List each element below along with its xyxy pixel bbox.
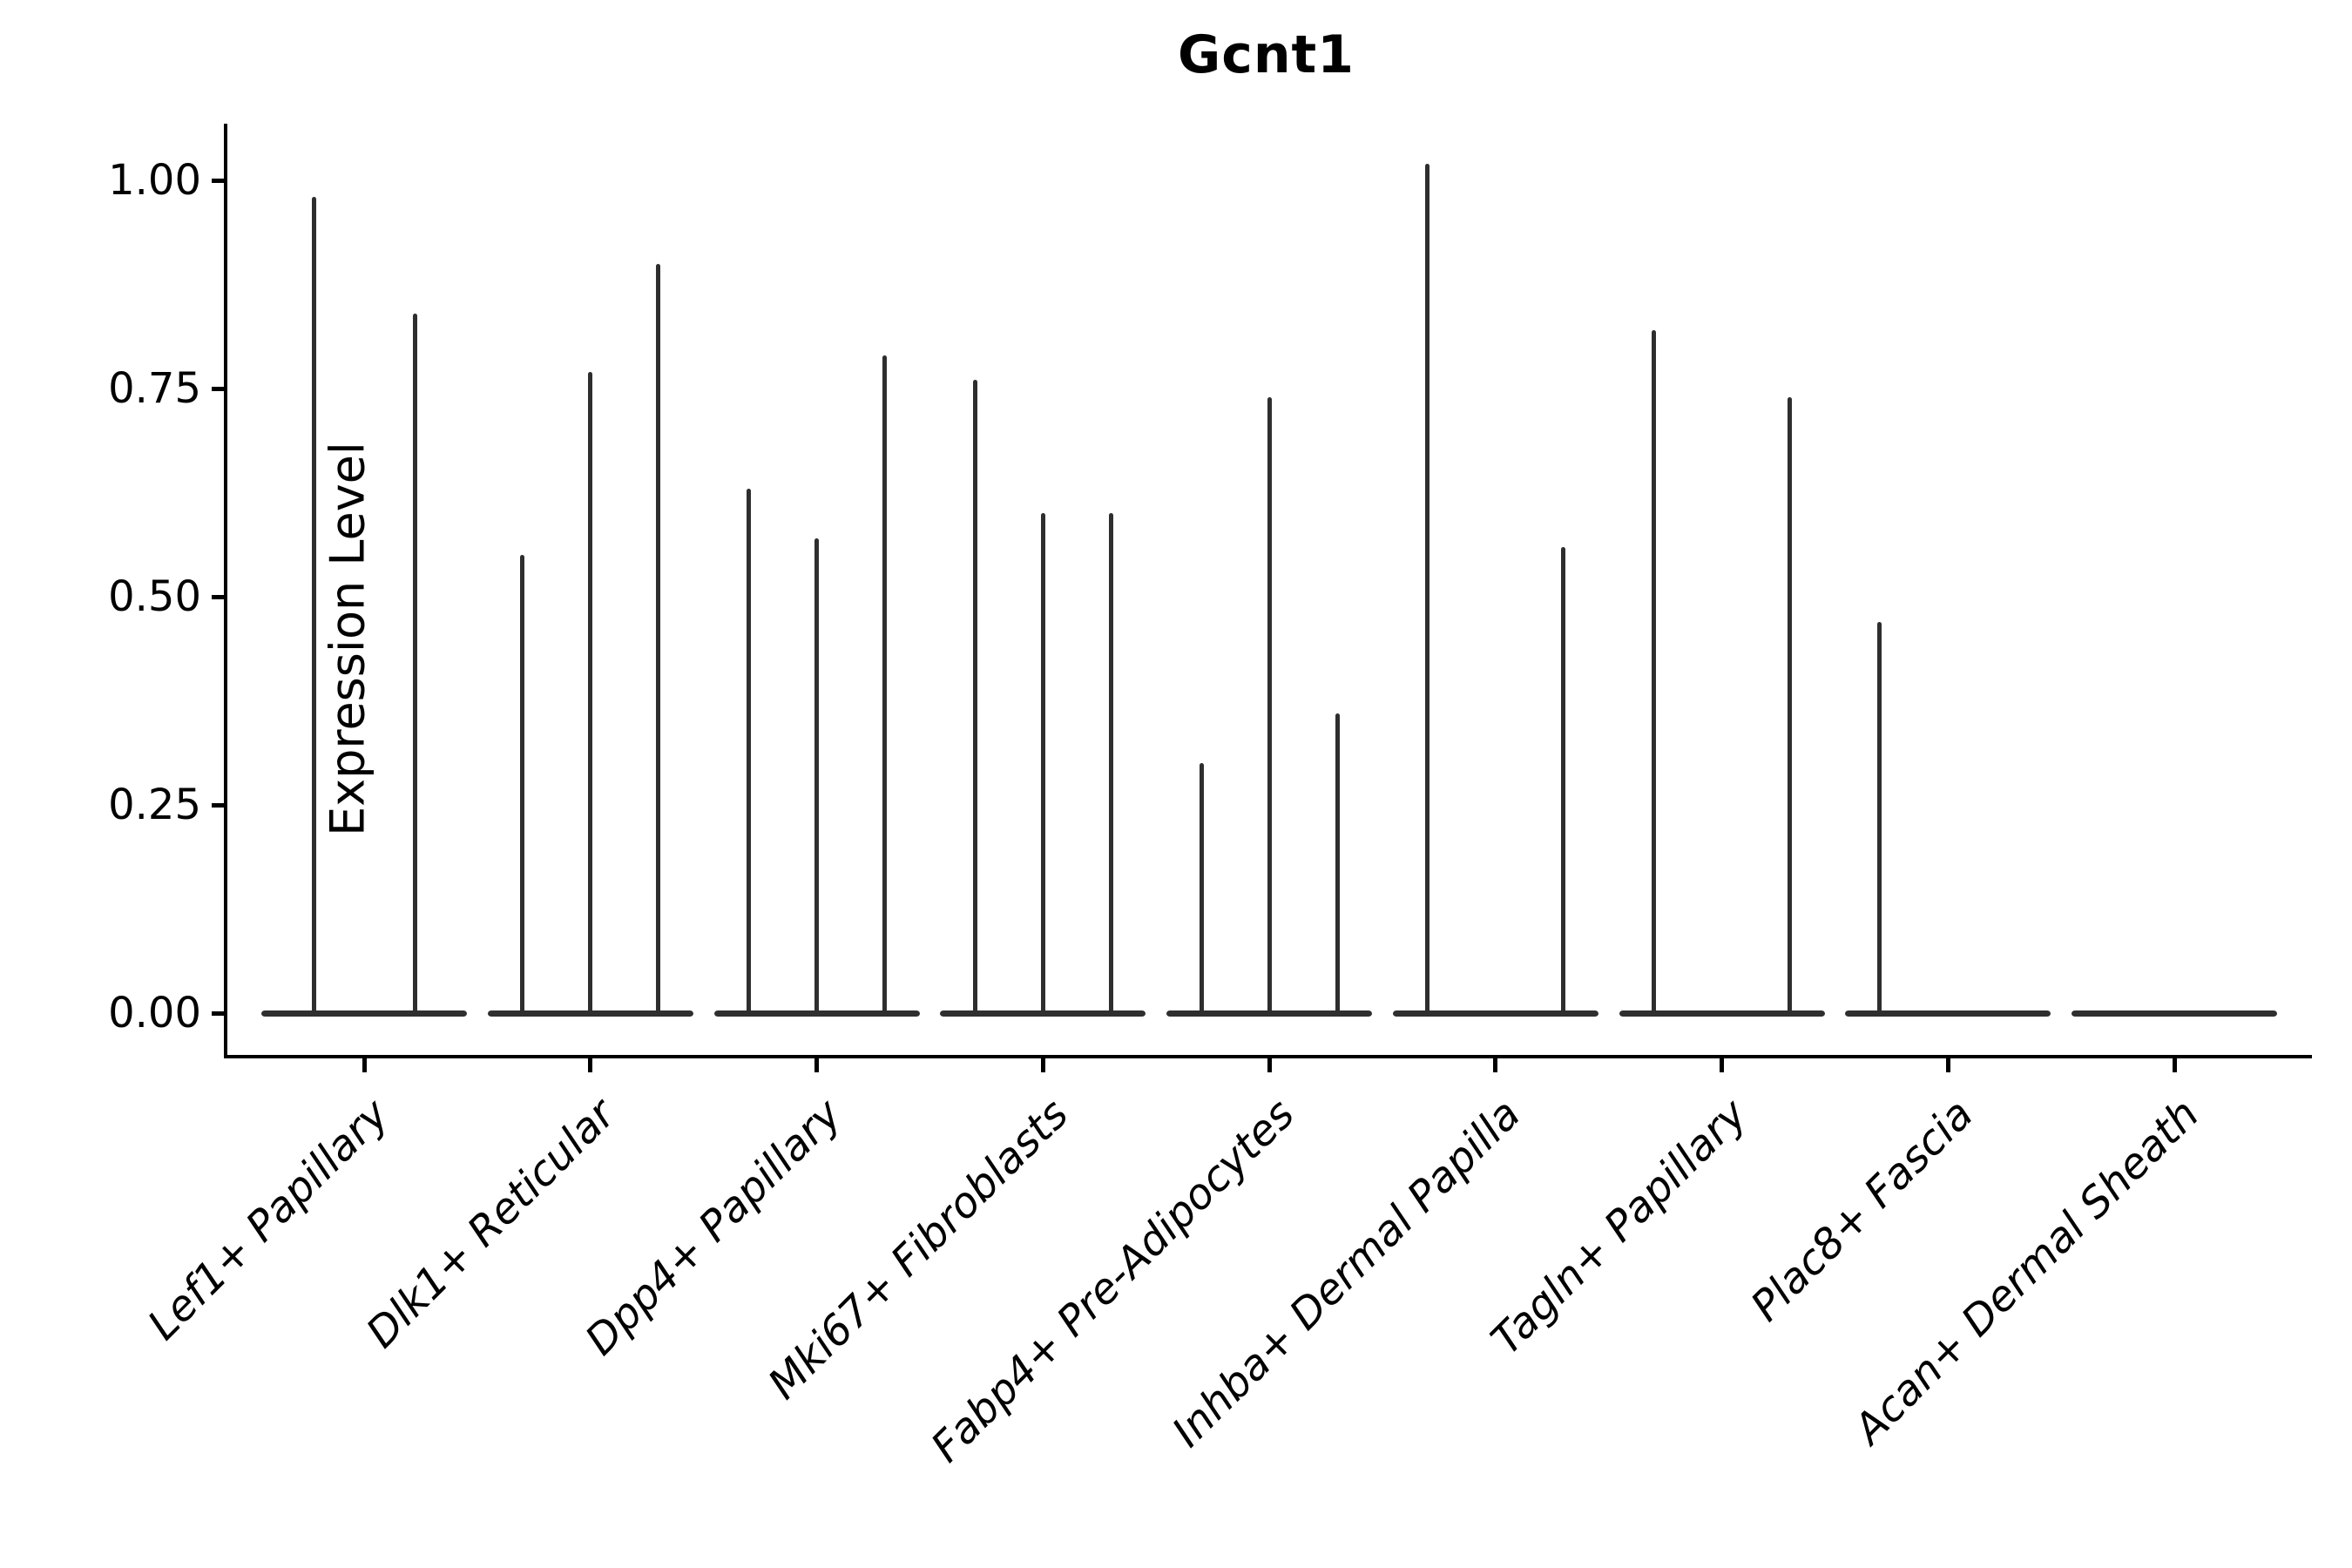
violin-baseline <box>261 1010 467 1017</box>
y-tick-mark <box>212 178 224 183</box>
violin-spike <box>412 313 417 1013</box>
violin-spike <box>1561 546 1566 1013</box>
violin-baseline <box>940 1010 1146 1017</box>
x-tick-mark <box>1267 1058 1272 1072</box>
y-axis-label: Expression Level <box>320 442 375 836</box>
x-tick-mark <box>588 1058 593 1072</box>
violin-baseline <box>2072 1010 2277 1017</box>
y-tick-label: 0.50 <box>108 572 201 621</box>
y-tick-mark <box>212 594 224 599</box>
violin-baseline <box>487 1010 693 1017</box>
violin-baseline <box>1619 1010 1825 1017</box>
x-tick-mark <box>2172 1058 2177 1072</box>
y-tick-label: 0.75 <box>108 364 201 413</box>
y-tick-mark <box>212 386 224 391</box>
violin-spike <box>1425 163 1430 1013</box>
violin-spike <box>747 488 751 1013</box>
violin-spike <box>1335 713 1340 1013</box>
violin-spike <box>1108 513 1113 1013</box>
y-tick-label: 0.25 <box>108 781 201 829</box>
violin-spike <box>1788 396 1792 1013</box>
violin-spike <box>1652 330 1656 1013</box>
x-category-label: Lef1+ Papillary <box>139 1090 399 1350</box>
violin-spike <box>1267 396 1272 1013</box>
violin-spike <box>972 380 977 1013</box>
violin-baseline <box>1392 1010 1598 1017</box>
y-tick-mark <box>212 802 224 808</box>
violin-spike <box>1876 621 1882 1013</box>
y-tick-label: 1.00 <box>108 156 201 205</box>
violin-spike <box>882 355 887 1013</box>
violin-spike <box>1040 513 1045 1013</box>
violin-spike <box>1199 763 1204 1013</box>
x-tick-mark <box>362 1058 367 1072</box>
violin-baseline <box>1166 1010 1372 1017</box>
x-tick-mark <box>1493 1058 1498 1072</box>
y-tick-mark <box>212 1010 224 1016</box>
violin-spike <box>814 538 819 1013</box>
x-category-label: Fabp4+ Pre-Adipocytes <box>922 1090 1304 1472</box>
x-tick-mark <box>814 1058 819 1072</box>
x-category-label: Plac8+ Fascia <box>1741 1090 1983 1331</box>
violin-baseline <box>713 1010 920 1017</box>
x-tick-mark <box>1040 1058 1045 1072</box>
x-tick-mark <box>1945 1058 1950 1072</box>
violin-spike <box>520 555 525 1013</box>
violin-baseline <box>1845 1010 2051 1017</box>
violin-spike <box>656 263 661 1013</box>
plot-area: Expression Level 0.00 0.25 0.50 0.75 1.00 Lef… <box>108 124 2312 1472</box>
y-tick-label: 0.00 <box>108 989 201 1037</box>
x-category-label: Dlk1+ Reticular <box>357 1090 625 1358</box>
x-tick-mark <box>1720 1058 1724 1072</box>
chart-title: Gcnt1 <box>1178 24 1355 85</box>
violin-spike <box>588 371 593 1013</box>
violin-spike <box>311 197 316 1013</box>
